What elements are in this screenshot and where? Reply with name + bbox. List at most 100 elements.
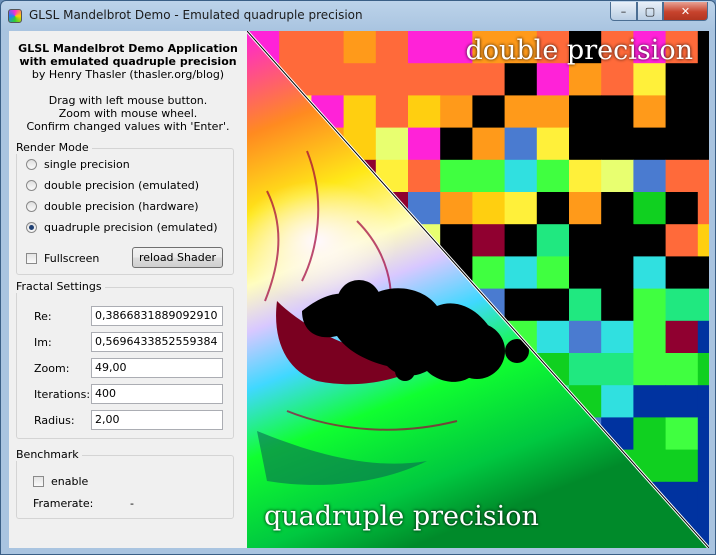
maximize-button[interactable]: ▢ (637, 2, 663, 21)
pixel-block (633, 385, 667, 418)
enable-label: enable (51, 475, 89, 488)
pixel-block (440, 192, 473, 225)
pixel-block (601, 288, 634, 322)
benchmark-enable-checkbox[interactable]: enable (33, 475, 88, 488)
fractal-render-view[interactable]: double precision quadruple precision (247, 31, 709, 548)
pixel-block (504, 63, 538, 96)
pixel-block (472, 256, 506, 290)
pixel-block (569, 288, 602, 322)
pixel-block (375, 127, 409, 161)
minimize-button[interactable]: – (610, 2, 637, 21)
pixel-block (440, 95, 473, 129)
pixel-block (697, 159, 709, 193)
fullscreen-checkbox[interactable]: Fullscreen (26, 252, 99, 265)
minimize-icon: – (620, 4, 627, 18)
re-label: Re: (34, 310, 52, 323)
pixel-block (665, 256, 699, 290)
radio-double-emulated[interactable]: double precision (emulated) (26, 179, 199, 192)
author-line: by Henry Thasler (thasler.org/blog) (31, 68, 225, 81)
pixel-block (504, 95, 538, 129)
pixel-block (569, 320, 602, 354)
pixel-block (375, 31, 409, 64)
pixel-block (601, 256, 634, 290)
pixel-block (697, 192, 709, 225)
pixel-block (633, 288, 667, 322)
pixel-block (311, 63, 345, 96)
pixel-block (408, 159, 441, 193)
double-precision-label: double precision (465, 35, 693, 66)
pixel-block (633, 159, 667, 193)
radio-quadruple-emulated[interactable]: quadruple precision (emulated) (26, 221, 218, 234)
pixel-block (536, 192, 570, 225)
pixel-block (472, 95, 506, 129)
radio-circle[interactable] (26, 159, 37, 170)
fractal-canvas[interactable] (247, 31, 709, 548)
pixel-block (343, 63, 377, 96)
window-title: GLSL Mandelbrot Demo - Emulated quadrupl… (29, 8, 363, 22)
client-area: GLSL Mandelbrot Demo Application with em… (9, 31, 709, 548)
pixel-block (504, 288, 538, 322)
radio-circle-selected[interactable] (26, 222, 37, 233)
app-icon (8, 9, 22, 23)
pixel-block (504, 224, 538, 257)
pixel-block (665, 224, 699, 257)
pixel-block (408, 31, 441, 64)
zoom-label: Zoom: (34, 362, 70, 375)
benchmark-title: Benchmark (16, 448, 82, 461)
title-bar[interactable]: GLSL Mandelbrot Demo - Emulated quadrupl… (1, 1, 715, 31)
pixel-block (536, 63, 570, 96)
checkbox-box[interactable] (33, 476, 44, 487)
pixel-block (536, 288, 570, 322)
radio-circle[interactable] (26, 180, 37, 191)
reload-shader-button[interactable]: reload Shader (132, 247, 223, 268)
pixel-block (472, 192, 506, 225)
re-input[interactable]: 0,3866831889092910 (91, 306, 223, 326)
checkbox-box[interactable] (26, 253, 37, 264)
app-heading-line1: GLSL Mandelbrot Demo Application (18, 42, 238, 55)
iterations-input[interactable]: 400 (91, 384, 223, 404)
settings-panel: GLSL Mandelbrot Demo Application with em… (9, 31, 247, 548)
close-button[interactable]: ✕ (663, 2, 708, 21)
radio-single-precision[interactable]: single precision (26, 158, 130, 171)
pixel-block (536, 127, 570, 161)
pixel-block (601, 95, 634, 129)
pixel-block (279, 31, 312, 64)
pixel-block (697, 95, 709, 129)
pixel-block (633, 63, 667, 96)
radio-circle[interactable] (26, 201, 37, 212)
radio-double-hardware[interactable]: double precision (hardware) (26, 200, 199, 213)
pixel-block (536, 31, 570, 64)
pixel-block (440, 31, 473, 64)
pixel-block (601, 353, 634, 386)
pixel-block (472, 224, 506, 257)
pixel-block (408, 63, 441, 96)
pixel-block (697, 385, 709, 418)
pixel-block (665, 127, 699, 161)
pixel-block (569, 31, 602, 64)
pixel-block (504, 256, 538, 290)
pixel-block (697, 256, 709, 290)
radius-input[interactable]: 2,00 (91, 410, 223, 430)
pixel-block (697, 514, 709, 547)
im-input[interactable]: 0,5696433852559384 (91, 332, 223, 352)
pixel-block (569, 353, 602, 386)
fractal-settings-group: Fractal Settings (16, 280, 234, 439)
pixel-block (504, 159, 538, 193)
intro-text: GLSL Mandelbrot Demo Application with em… (9, 42, 247, 133)
pixel-block (408, 127, 441, 161)
zoom-input[interactable]: 49,00 (91, 358, 223, 378)
fractal-settings-title: Fractal Settings (16, 280, 105, 293)
pixel-block (472, 159, 506, 193)
pixel-block (472, 31, 506, 64)
pixel-block (569, 95, 602, 129)
pixel-block (440, 159, 473, 193)
radio-label: double precision (hardware) (44, 200, 199, 213)
pixel-block (697, 320, 709, 354)
maximize-icon: ▢ (644, 4, 656, 18)
pixel-block (536, 224, 570, 257)
pixel-block (601, 31, 634, 64)
pixel-block (601, 224, 634, 257)
pixel-block (665, 63, 699, 96)
radio-label: double precision (emulated) (44, 179, 200, 192)
pixel-block (536, 320, 570, 354)
